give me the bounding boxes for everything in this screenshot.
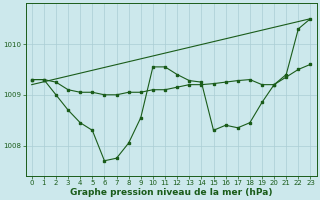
X-axis label: Graphe pression niveau de la mer (hPa): Graphe pression niveau de la mer (hPa): [70, 188, 272, 197]
